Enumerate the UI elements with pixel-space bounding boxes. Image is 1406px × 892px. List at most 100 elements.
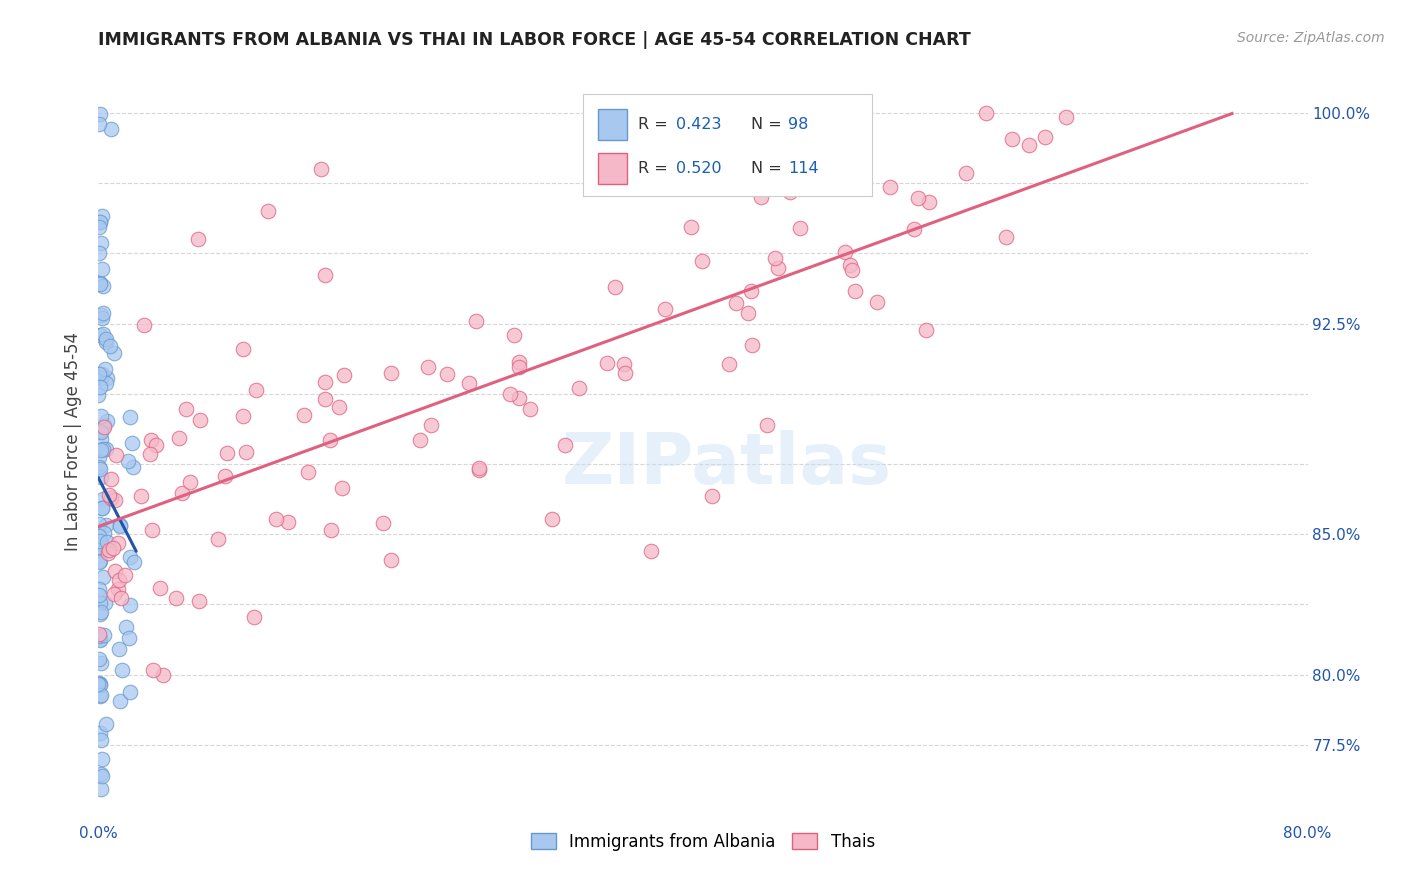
Point [89,732,111,747]
Point [89,689,111,703]
Point [90,424,112,438]
Point [89,529,111,543]
Point [142,664,165,678]
Point [100,491,122,505]
Point [145,438,167,452]
Point [139,433,162,447]
Point [540,511,562,525]
Point [101,541,124,556]
Point [174,401,197,416]
Point [333,368,356,382]
Point [90,782,112,797]
Point [380,366,402,380]
Point [907,191,929,205]
Point [89,627,111,641]
Point [89,554,111,568]
Point [292,408,315,422]
Point [737,306,759,320]
Point [700,489,723,503]
Point [91,209,114,223]
Point [188,413,211,427]
Point [89,220,111,235]
Point [91,569,114,583]
Point [87,676,110,690]
Point [93,279,115,293]
Point [87,582,110,596]
Point [98,488,121,502]
Point [96,534,118,549]
Point [94,334,117,349]
Point [110,518,132,533]
Point [118,685,141,699]
Point [603,280,626,294]
Point [87,245,110,260]
Point [918,195,941,210]
Point [100,472,122,486]
Point [89,442,111,457]
Point [149,581,172,595]
Point [763,252,786,266]
Point [235,445,257,459]
Point [1033,130,1056,145]
Point [152,667,174,681]
Point [172,485,194,500]
Point [915,323,938,337]
Point [91,368,114,382]
Point [91,500,114,515]
Text: ZIPatlas: ZIPatlas [562,430,893,499]
Point [568,381,591,395]
Point [214,469,236,483]
Point [90,371,112,385]
Point [467,463,489,477]
Point [89,117,111,131]
Point [974,106,997,120]
Point [132,318,155,333]
FancyBboxPatch shape [598,109,627,140]
Point [124,555,146,569]
Point [243,609,266,624]
Point [117,454,139,468]
Point [879,179,901,194]
Point [94,596,117,610]
Point [90,433,112,447]
Point [207,532,229,546]
Point [834,244,856,259]
Text: 0.423: 0.423 [676,117,721,132]
Point [409,434,432,448]
Point [264,512,287,526]
Point [100,121,122,136]
Point [380,553,402,567]
Point [91,326,114,341]
Point [87,388,110,402]
Point [91,492,114,507]
Legend: Immigrants from Albania, Thais: Immigrants from Albania, Thais [524,827,882,858]
Point [90,409,112,423]
Point [90,689,112,703]
Point [232,409,254,423]
Y-axis label: In Labor Force | Age 45-54: In Labor Force | Age 45-54 [65,332,83,551]
Point [741,338,763,352]
Point [89,676,111,690]
Point [103,587,125,601]
Point [104,492,127,507]
Point [90,261,112,276]
Point [903,221,925,235]
Text: N =: N = [751,161,786,176]
Point [1054,110,1077,124]
Point [420,418,443,433]
Text: 0.520: 0.520 [676,161,721,176]
Point [96,414,118,428]
Point [107,535,129,549]
Point [91,305,114,319]
Point [257,204,280,219]
Point [640,544,662,558]
Point [955,166,977,180]
Text: IMMIGRANTS FROM ALBANIA VS THAI IN LABOR FORCE | AGE 45-54 CORRELATION CHART: IMMIGRANTS FROM ALBANIA VS THAI IN LABOR… [98,31,972,49]
Point [740,285,762,299]
Point [749,190,772,204]
Point [90,767,112,781]
Point [519,402,541,417]
Point [508,355,530,369]
Point [91,442,114,456]
Point [129,489,152,503]
